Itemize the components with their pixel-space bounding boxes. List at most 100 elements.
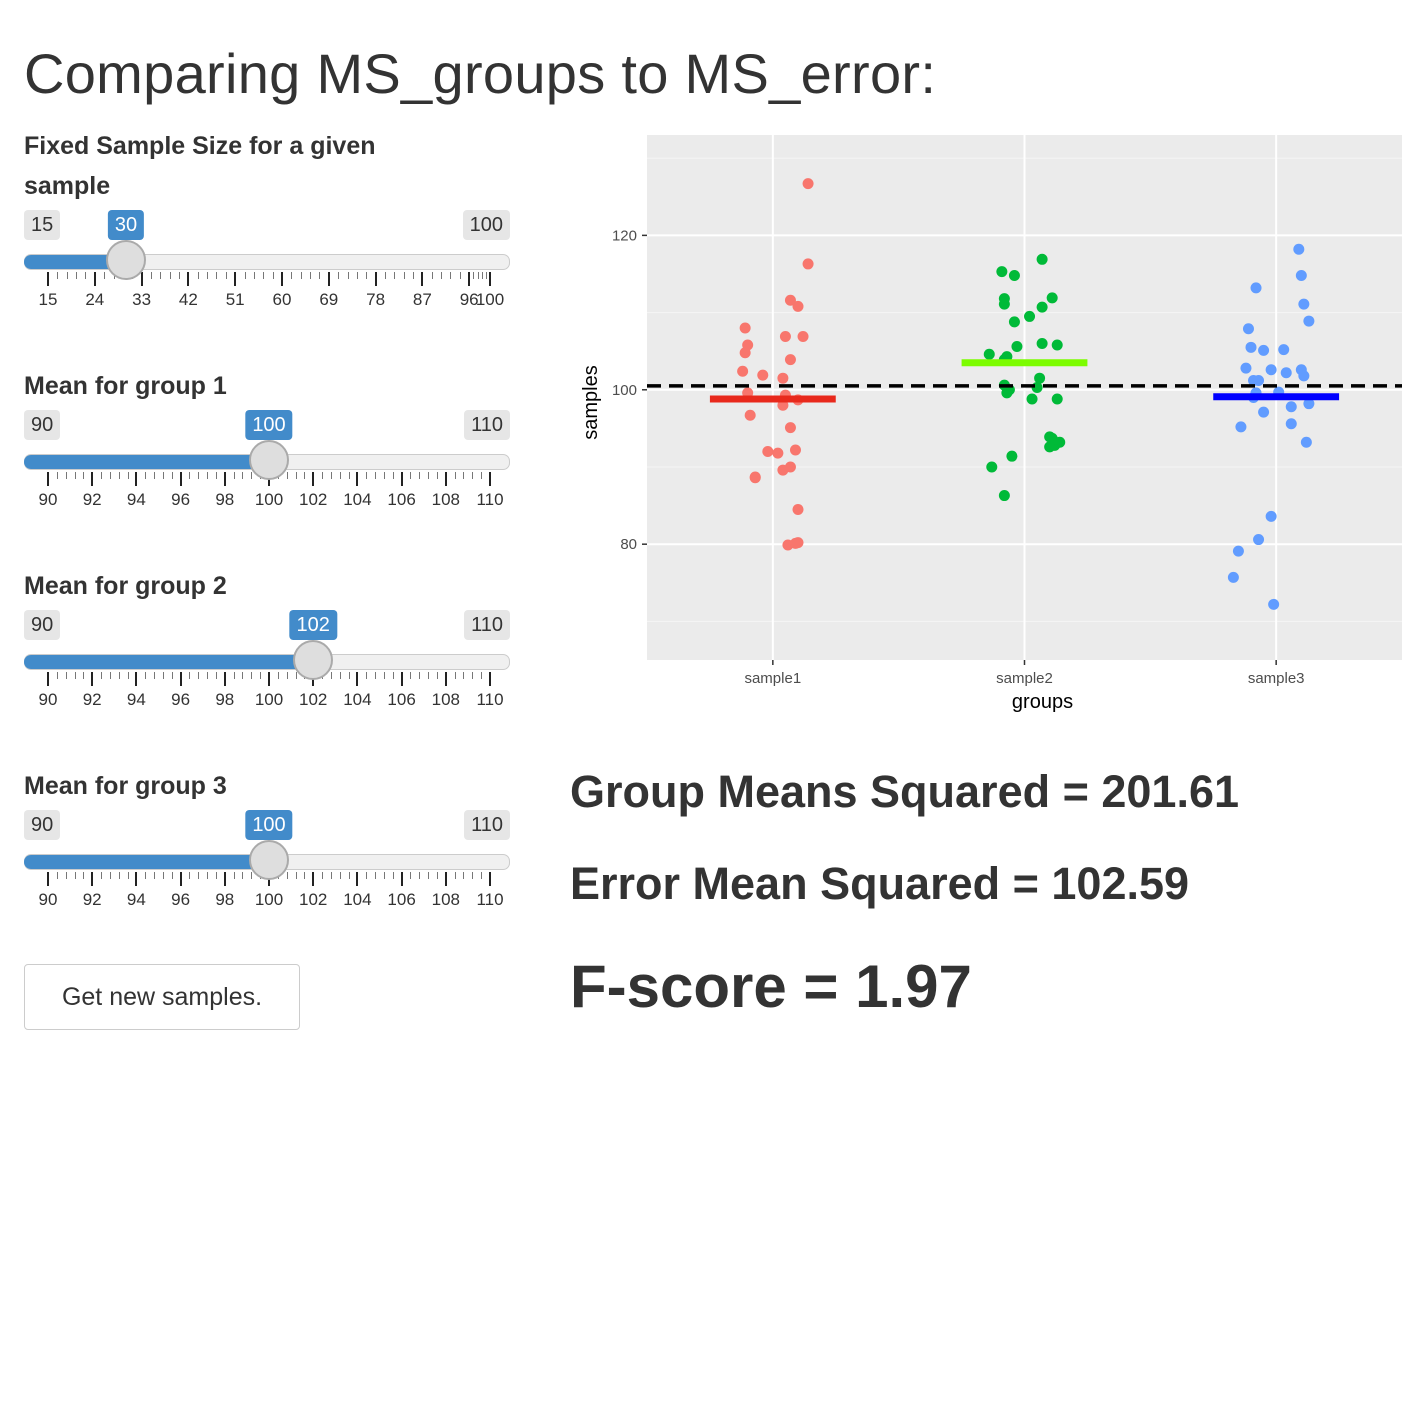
slider-tick-label: 92 (82, 890, 102, 909)
data-point (784, 422, 796, 434)
slider-minor-tick (145, 472, 147, 479)
slider-minor-tick (127, 472, 129, 479)
slider-m2[interactable]: 90 110 90 92 94 96 98 100 102 104 106 108 110 102 (24, 606, 510, 716)
slider-tick-label: 90 (38, 890, 58, 909)
slider-m3[interactable]: 90 110 90 92 94 96 98 100 102 104 106 108 110 100 (24, 806, 510, 916)
slider-minor-tick (459, 272, 461, 279)
slider-tick-label: 98 (215, 690, 235, 709)
slider-minor-tick (233, 472, 235, 479)
slider-tick (91, 472, 94, 486)
data-point (998, 298, 1010, 310)
slider-minor-tick (154, 872, 156, 879)
slider-minor-tick (454, 872, 456, 879)
slider-minor-tick (481, 272, 483, 279)
page-title: Comparing MS_groups to MS_error: (24, 42, 937, 105)
slider-tick-label: 90 (38, 690, 58, 709)
slider-n[interactable]: 15 100 15 24 33 42 51 60 69 78 87 96 100 30 (24, 206, 510, 316)
slider-handle[interactable] (249, 840, 289, 880)
slider-minor-tick (463, 672, 465, 679)
slider-minor-tick (57, 272, 59, 279)
slider-max-label: 100 (462, 210, 510, 240)
slider-minor-tick (300, 272, 302, 279)
slider-minor-tick (436, 872, 438, 879)
data-point (1036, 253, 1048, 265)
slider-tick-label: 100 (254, 690, 284, 709)
slider-minor-tick (244, 272, 246, 279)
data-point (986, 461, 998, 473)
slider-minor-tick (339, 472, 341, 479)
slider-minor-tick (66, 272, 68, 279)
slider-minor-tick (485, 272, 487, 279)
data-point (1235, 421, 1247, 433)
slider-minor-tick (481, 672, 483, 679)
get-new-samples-button[interactable]: Get new samples. (24, 964, 300, 1030)
data-point (784, 354, 796, 366)
slider-minor-tick (56, 472, 58, 479)
slider-minor-tick (419, 472, 421, 479)
slider-minor-tick (263, 272, 265, 279)
slider-tick-label: 94 (126, 490, 146, 509)
data-point (772, 447, 784, 459)
slider-minor-tick (310, 272, 312, 279)
y-tick-label: 80 (620, 536, 637, 553)
slider-minor-tick (56, 672, 58, 679)
data-point (1232, 545, 1244, 557)
f-score: F-score = 1.97 (570, 953, 972, 1020)
data-point (749, 471, 761, 483)
slider-minor-tick (410, 472, 412, 479)
slider-minor-tick (150, 272, 152, 279)
slider-handle[interactable] (106, 240, 146, 280)
y-tick-label: 100 (612, 382, 637, 399)
slider-tick (47, 272, 49, 286)
data-point (1253, 534, 1265, 546)
slider-minor-tick (383, 472, 385, 479)
slider-minor-tick (392, 472, 394, 479)
slider-minor-tick (330, 472, 332, 479)
slider-tick (312, 872, 315, 886)
slider-tick-label: 60 (272, 290, 292, 309)
data-point (789, 444, 801, 456)
slider-tick-label: 106 (387, 690, 416, 709)
slider-minor-tick (339, 672, 341, 679)
slider-minor-tick (272, 272, 274, 279)
data-point (1008, 316, 1020, 328)
slider-minor-tick (481, 472, 483, 479)
data-point (1303, 398, 1315, 410)
slider-minor-tick (127, 672, 129, 679)
slider-tick-label: 24 (85, 290, 105, 309)
data-point (1006, 450, 1018, 462)
slider-m1[interactable]: 90 110 90 92 94 96 98 100 102 104 106 108 110 100 (24, 406, 510, 516)
slider-tick-label: 104 (343, 490, 372, 509)
slider-tick (489, 472, 491, 486)
slider-minor-tick (162, 672, 164, 679)
slider-handle[interactable] (293, 640, 334, 680)
slider-minor-tick (366, 472, 368, 479)
slider-tick-label: 96 (459, 290, 479, 309)
control-m2: Mean for group 2 90 110 90 92 94 96 98 100 102 104… (24, 566, 510, 716)
slider-minor-tick (330, 672, 332, 679)
slider-tick (489, 872, 491, 886)
data-point (1227, 571, 1239, 583)
slider-tick-label: 96 (171, 490, 191, 509)
slider-minor-tick (319, 272, 321, 279)
slider-minor-tick (225, 272, 227, 279)
slider-tick (179, 472, 182, 486)
slider-handle[interactable] (249, 440, 289, 480)
data-point (1280, 367, 1292, 379)
slider-minor-tick (198, 672, 200, 679)
slider-tick (468, 272, 471, 286)
data-point (1250, 282, 1262, 294)
slider-tick (223, 472, 226, 486)
slider-minor-tick (366, 272, 368, 279)
slider-minor-tick (101, 672, 103, 679)
slider-minor-tick (431, 272, 433, 279)
slider-tick (489, 272, 491, 286)
slider-max-label: 110 (464, 610, 510, 640)
data-point (1044, 431, 1056, 443)
slider-minor-tick (286, 472, 288, 479)
slider-value-label: 100 (245, 410, 293, 440)
slider-min-label: 15 (24, 210, 61, 240)
slider-minor-tick (198, 872, 200, 879)
slider-tick (444, 872, 447, 886)
slider-minor-tick (428, 472, 430, 479)
